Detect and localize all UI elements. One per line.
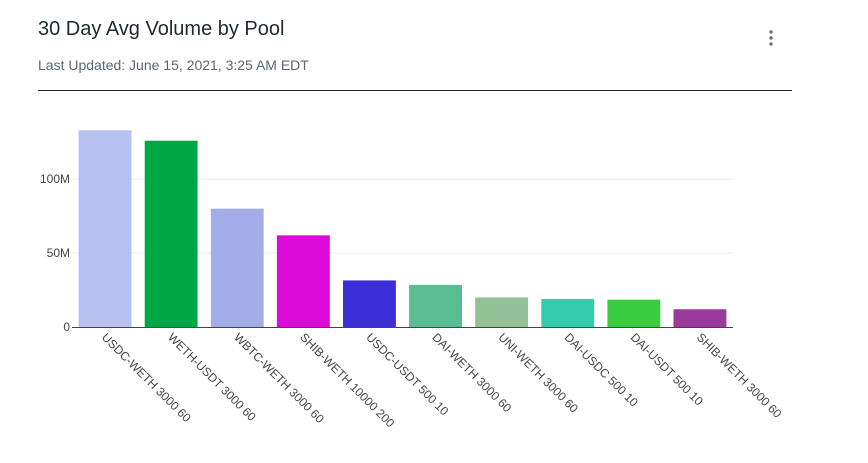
bar[interactable] <box>144 140 198 327</box>
bar[interactable] <box>541 298 595 327</box>
y-axis-ticks: 0 50M 100M <box>40 172 70 334</box>
header-divider <box>38 90 792 91</box>
y-tick-label: 0 <box>63 320 70 334</box>
bar[interactable] <box>343 280 396 327</box>
last-updated-text: Last Updated: June 15, 2021, 3:25 AM EDT <box>38 57 309 73</box>
bar[interactable] <box>475 297 529 327</box>
y-tick-label: 50M <box>47 246 70 260</box>
bar[interactable] <box>78 130 132 327</box>
bar[interactable] <box>276 235 330 327</box>
y-tick-label: 100M <box>40 172 70 186</box>
chart-title: 30 Day Avg Volume by Pool <box>38 18 285 40</box>
more-vertical-icon <box>769 30 773 46</box>
more-options-button[interactable] <box>758 24 784 52</box>
x-tick-label: SHIB-WETH 3000 60 <box>694 330 785 421</box>
bars <box>78 130 727 327</box>
bar[interactable] <box>409 284 462 327</box>
bar[interactable] <box>210 208 264 327</box>
bar[interactable] <box>673 309 727 327</box>
bar[interactable] <box>607 299 661 327</box>
